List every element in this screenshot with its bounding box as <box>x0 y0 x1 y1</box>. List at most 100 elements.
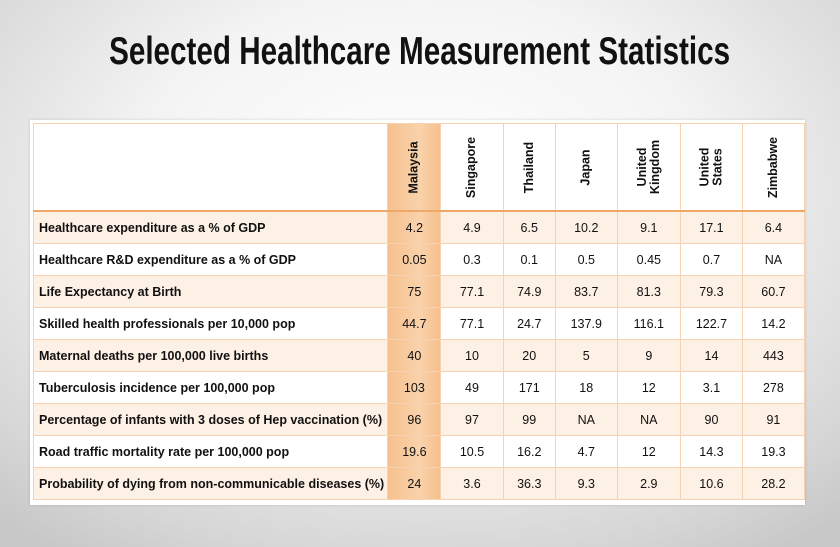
column-header: Japan <box>554 123 618 212</box>
table-cell: 3.1 <box>680 371 743 404</box>
table-cell: 77.1 <box>440 275 504 308</box>
row-label: Healthcare expenditure as a % of GDP <box>32 210 389 244</box>
table-cell: 75 <box>387 275 442 308</box>
row-label: Road traffic mortality rate per 100,000 … <box>32 435 389 468</box>
table-cell: NA <box>741 243 806 276</box>
table-cell: 6.4 <box>741 210 806 244</box>
table-cell: 0.5 <box>554 243 618 276</box>
column-header: United States <box>680 123 743 212</box>
table-cell: 10.2 <box>554 210 618 244</box>
table-cell: 4.2 <box>387 210 442 244</box>
column-header-label: Japan <box>578 149 593 186</box>
table-cell: 18 <box>554 371 618 404</box>
table-cell: 17.1 <box>680 210 743 244</box>
column-header-label: Singapore <box>464 136 479 199</box>
row-label: Skilled health professionals per 10,000 … <box>32 307 389 340</box>
table-cell: 16.2 <box>502 435 556 468</box>
page-title: Selected Healthcare Measurement Statisti… <box>109 30 731 73</box>
row-label: Life Expectancy at Birth <box>32 275 389 308</box>
table-cell: 40 <box>387 339 442 372</box>
table-cell: 103 <box>387 371 442 404</box>
table-cell: 0.05 <box>387 243 442 276</box>
table-cell: 14.3 <box>680 435 743 468</box>
row-label: Healthcare R&D expenditure as a % of GDP <box>32 243 389 276</box>
table-cell: 44.7 <box>387 307 442 340</box>
column-header-label: Thailand <box>521 141 536 194</box>
table-cell: 97 <box>440 403 504 436</box>
column-header: Thailand <box>502 123 556 212</box>
table-cell: 4.9 <box>440 210 504 244</box>
table-cell: 79.3 <box>680 275 743 308</box>
table-cell: 74.9 <box>502 275 556 308</box>
table-cell: NA <box>554 403 618 436</box>
table-cell: 443 <box>741 339 806 372</box>
table-row: Tuberculosis incidence per 100,000 pop 10… <box>32 371 806 404</box>
statistics-table: Malaysia Singapore Thailand Japan United Kin… <box>32 123 806 500</box>
table-cell: 19.3 <box>741 435 806 468</box>
table-cell: 137.9 <box>554 307 618 340</box>
table-cell: 0.7 <box>680 243 743 276</box>
table-cell: 9.3 <box>554 467 618 500</box>
table-frame: Malaysia Singapore Thailand Japan United Kin… <box>30 120 806 505</box>
table-row: Percentage of infants with 3 doses of He… <box>32 403 806 436</box>
table-cell: 0.3 <box>440 243 504 276</box>
table-cell: 91 <box>741 403 806 436</box>
table-cell: 81.3 <box>616 275 682 308</box>
table-row: Probability of dying from non-communicab… <box>32 467 806 500</box>
table-cell: 6.5 <box>502 210 556 244</box>
table-cell: 49 <box>440 371 504 404</box>
column-header-label: Malaysia <box>406 141 421 194</box>
table-cell: 171 <box>502 371 556 404</box>
table-cell: 116.1 <box>616 307 682 340</box>
row-label: Probability of dying from non-communicab… <box>32 467 389 500</box>
table-cell: 14 <box>680 339 743 372</box>
table-cell: 24.7 <box>502 307 556 340</box>
table-cell: 77.1 <box>440 307 504 340</box>
table-cell: 9.1 <box>616 210 682 244</box>
table-cell: 90 <box>680 403 743 436</box>
table-row: Healthcare R&D expenditure as a % of GDP… <box>32 243 806 276</box>
row-label: Maternal deaths per 100,000 live births <box>32 339 389 372</box>
table-cell: 99 <box>502 403 556 436</box>
table-cell: 14.2 <box>741 307 806 340</box>
table-cell: 60.7 <box>741 275 806 308</box>
column-header-label: United States <box>697 147 725 187</box>
table-row: Maternal deaths per 100,000 live births 4… <box>32 339 806 372</box>
table-cell: 10 <box>440 339 504 372</box>
table-cell: 96 <box>387 403 442 436</box>
column-header: Singapore <box>440 123 504 212</box>
table-row: Life Expectancy at Birth 75 77.1 74.9 83.7 81… <box>32 275 806 308</box>
table-cell: 5 <box>554 339 618 372</box>
column-header: Zimbabwe <box>741 123 806 212</box>
table-cell: 2.9 <box>616 467 682 500</box>
table-body: Healthcare expenditure as a % of GDP 4.2 4… <box>32 210 806 500</box>
table-cell: 278 <box>741 371 806 404</box>
table-cell: 20 <box>502 339 556 372</box>
table-row: Healthcare expenditure as a % of GDP 4.2 4… <box>32 210 806 244</box>
table-cell: 36.3 <box>502 467 556 500</box>
table-cell: 12 <box>616 371 682 404</box>
table-cell: 10.6 <box>680 467 743 500</box>
table-cell: 9 <box>616 339 682 372</box>
row-label: Percentage of infants with 3 doses of He… <box>32 403 389 436</box>
row-label: Tuberculosis incidence per 100,000 pop <box>32 371 389 404</box>
table-cell: 122.7 <box>680 307 743 340</box>
table-cell: 83.7 <box>554 275 618 308</box>
table-cell: 0.1 <box>502 243 556 276</box>
table-cell: 10.5 <box>440 435 504 468</box>
table-cell: 28.2 <box>741 467 806 500</box>
header-corner <box>32 123 389 212</box>
table-cell: 3.6 <box>440 467 504 500</box>
table-cell: 4.7 <box>554 435 618 468</box>
table-cell: NA <box>616 403 682 436</box>
slide-title: Selected Healthcare Measurement Statisti… <box>0 30 840 80</box>
table-cell: 24 <box>387 467 442 500</box>
column-header: Malaysia <box>387 123 442 212</box>
table-cell: 0.45 <box>616 243 682 276</box>
column-header-label: United Kingdom <box>634 139 662 195</box>
table-row: Skilled health professionals per 10,000 … <box>32 307 806 340</box>
column-header-label: Zimbabwe <box>765 136 780 199</box>
header-row: Malaysia Singapore Thailand Japan United Kin… <box>32 123 806 212</box>
table-cell: 19.6 <box>387 435 442 468</box>
table-cell: 12 <box>616 435 682 468</box>
